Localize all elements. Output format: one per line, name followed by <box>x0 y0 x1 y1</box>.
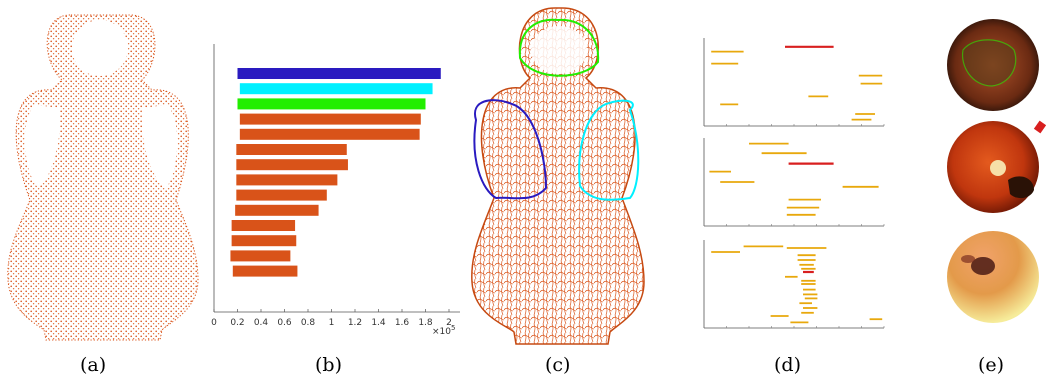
x-tick-label: 1 <box>329 318 335 328</box>
bar-9 <box>236 189 327 201</box>
x-tick-label: 1.6 <box>395 318 410 328</box>
x-multiplier-exp: 5 <box>451 324 455 332</box>
bar-4 <box>239 113 421 125</box>
bar-11 <box>231 220 296 231</box>
bar-13 <box>230 250 291 262</box>
x-tick-label: 2 <box>446 318 452 328</box>
caption-a: (a) <box>80 354 106 376</box>
bar-5 <box>239 128 420 140</box>
caption-c: (c) <box>545 354 570 376</box>
caption-e: (e) <box>978 354 1004 376</box>
fundus-lesion-3b <box>961 255 975 263</box>
x-multiplier-base: ×10 <box>432 327 451 337</box>
fundus-lesion-outline-1 <box>961 39 1017 87</box>
bar-8 <box>236 174 338 186</box>
panel-a-point-cloud-vase <box>7 14 199 341</box>
x-tick-label: 1.4 <box>371 318 386 328</box>
x-tick-label: 0.6 <box>277 318 292 328</box>
chart-x-multiplier: ×105 <box>432 324 455 337</box>
blue-region-outline <box>473 99 548 200</box>
x-tick-label: 0 <box>211 318 217 328</box>
vase-body-points <box>7 14 199 341</box>
bar-12 <box>231 235 297 247</box>
cyan-region-outline <box>578 99 640 201</box>
bar-10 <box>235 204 319 216</box>
fundus-marker-red <box>1033 120 1046 134</box>
x-tick-label: 0.4 <box>254 318 269 328</box>
x-tick-label: 1.8 <box>418 318 433 328</box>
mesh-vase-body <box>471 7 645 345</box>
vase-right-handle-hole <box>141 105 178 188</box>
chart-bars <box>230 68 441 277</box>
mesh-top-hole <box>531 26 587 74</box>
panel-c-mesh-vase <box>471 7 645 345</box>
x-tick-label: 0.2 <box>230 318 244 328</box>
panel-d-interval-plots <box>703 38 885 329</box>
fundus-image-2 <box>947 120 1046 213</box>
bar-6 <box>236 144 347 155</box>
vase-left-handle-hole <box>24 105 61 188</box>
fundus-lesion-3 <box>971 257 995 275</box>
bar-2 <box>239 83 433 95</box>
bar-3 <box>237 98 426 110</box>
fundus-image-1 <box>947 19 1039 111</box>
x-tick-label: 0.8 <box>301 318 316 328</box>
vase-top-hole <box>72 20 128 76</box>
panel-b-bar-chart: 0 0.2 0.4 0.6 0.8 1 1.2 1.4 1.6 1.8 2 ×105 <box>211 44 460 337</box>
fundus-image-3 <box>947 231 1039 323</box>
caption-b: (b) <box>315 354 342 376</box>
fundus-optic-disc <box>990 160 1006 176</box>
x-tick-label: 1.2 <box>348 318 362 328</box>
caption-d: (d) <box>774 354 801 376</box>
fundus-lesion-2 <box>1008 176 1034 199</box>
chart-x-ticks: 0 0.2 0.4 0.6 0.8 1 1.2 1.4 1.6 1.8 2 <box>211 309 452 328</box>
bar-14 <box>232 265 298 277</box>
bar-1 <box>237 68 441 79</box>
green-region-outline <box>518 18 600 77</box>
bar-7 <box>236 159 348 171</box>
panel-e-fundus-images <box>947 19 1046 323</box>
